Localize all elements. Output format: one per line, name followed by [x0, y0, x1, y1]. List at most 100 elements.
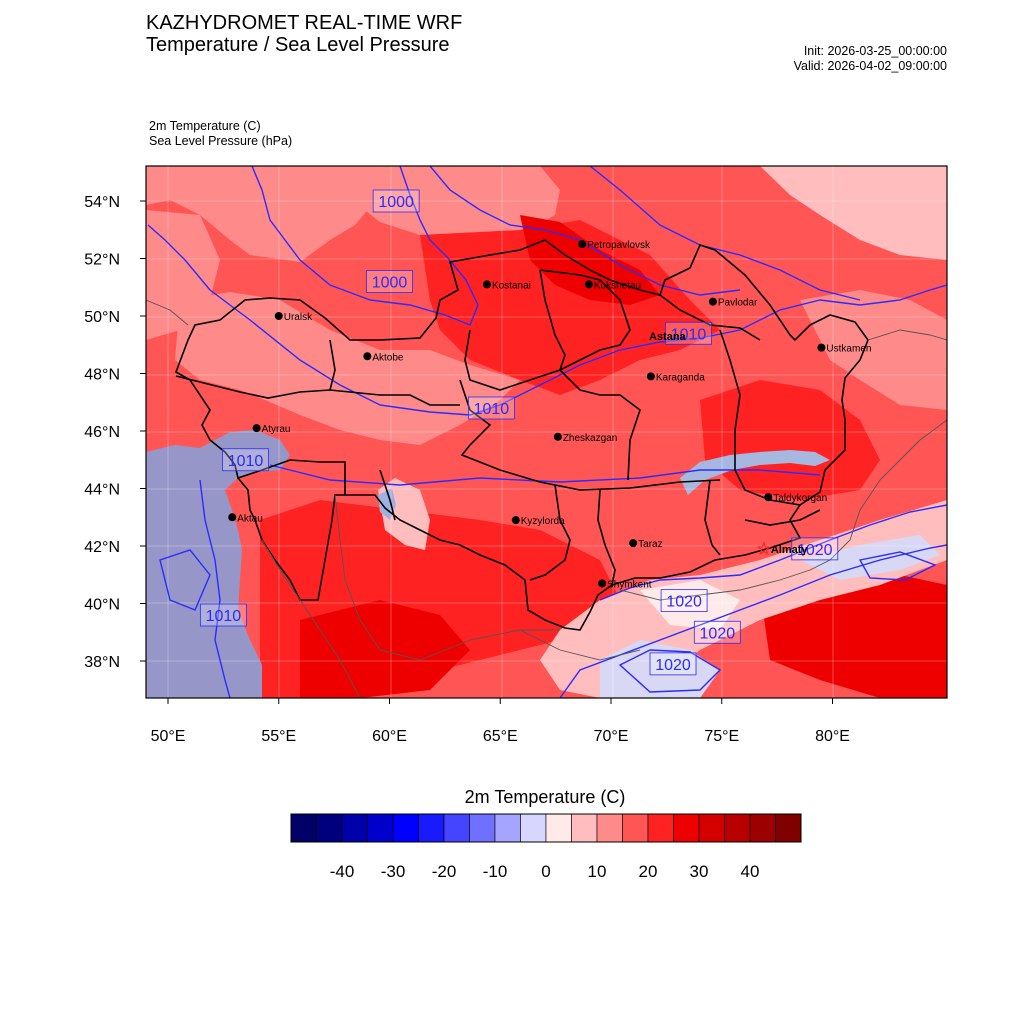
isobar-label: 1000 [372, 275, 408, 292]
temperature-zone-hot-north [520, 215, 660, 305]
city-label: Taraz [638, 539, 662, 550]
colorbar-swatch [469, 813, 496, 843]
colorbar-tick-label: -10 [483, 862, 508, 881]
colorbar-swatch [367, 813, 394, 843]
temperature-colorbar: -40 -30 -20 -10 0 10 20 30 40 [290, 813, 802, 881]
colorbar-swatch [673, 813, 700, 843]
lat-tick-label: 46°N [84, 424, 120, 441]
mountain-cold-zone-central [640, 580, 740, 630]
lat-tick-label: 40°N [84, 597, 120, 614]
colorbar-swatch [341, 813, 368, 843]
colorbar-tick-label: 30 [690, 862, 709, 881]
colorbar-title: 2m Temperature (C) [464, 787, 626, 807]
lon-tick-label: 60°E [372, 728, 407, 745]
isobar-label-box [665, 321, 712, 345]
isobar-label-box [791, 537, 839, 561]
city-dot [511, 516, 520, 525]
border-china [809, 419, 947, 571]
border-russia-a [146, 299, 189, 326]
lon-tick-label: 70°E [594, 728, 629, 745]
colorbar-swatch [749, 813, 776, 843]
latitude-axis: 54°N 52°N 50°N 48°N 46°N 44°N 42°N 40°N 38°N [84, 194, 146, 671]
isobar-label: 1010 [206, 608, 242, 625]
lon-tick-label: 65°E [483, 728, 518, 745]
colorbar-swatch [724, 813, 751, 843]
border-uzbekistan [334, 494, 560, 661]
isobar-1010-upper [429, 166, 741, 296]
lat-tick-label: 54°N [84, 194, 120, 211]
isobar-label-box [366, 270, 413, 293]
isobar-label: 1020 [700, 625, 736, 642]
isobar-label-box [372, 189, 420, 213]
colorbar-swatch [545, 813, 572, 843]
isobar-label: 1010 [474, 401, 510, 418]
city-dot [708, 297, 717, 306]
isobar-1010-east [589, 166, 861, 301]
lat-tick-label: 50°N [84, 309, 120, 326]
isobar-1010-main [147, 224, 947, 416]
colorbar-swatch [418, 813, 445, 843]
lon-tick-label: 55°E [261, 728, 296, 745]
lat-tick-label: 42°N [84, 539, 120, 556]
colorbar-swatch [775, 813, 802, 843]
field-list: 2m Temperature (C) Sea Level Pressure (h… [149, 119, 292, 149]
capital-star-icon [756, 541, 772, 556]
region-border-north [329, 339, 336, 391]
city-label: Shymkent [607, 579, 652, 590]
isobar-1020-mountain-b [599, 504, 947, 601]
colorbar-swatch [596, 813, 623, 843]
city-label: Kokshetau [594, 280, 641, 291]
lat-tick-label: 44°N [84, 482, 120, 499]
city-label: Uralsk [284, 312, 313, 323]
colorbar-tick-label: 20 [639, 862, 658, 881]
city-dot [584, 280, 593, 289]
city-dot [363, 352, 372, 361]
lat-tick-label: 52°N [84, 252, 120, 269]
colorbar-swatch [647, 813, 674, 843]
colorbar-swatch [494, 813, 521, 843]
temperature-field-label: 2m Temperature (C) [149, 119, 261, 133]
pressure-field-label: Sea Level Pressure (hPa) [149, 134, 293, 148]
city-label: Kyzylorda [521, 516, 565, 527]
city-label: Petropavlovsk [587, 240, 651, 251]
city-dot [646, 372, 655, 381]
lon-tick-label: 50°E [151, 728, 186, 745]
graticule [146, 166, 947, 698]
region-border-south-2 [597, 489, 616, 586]
isobar-label-box [199, 603, 247, 627]
city-dot [598, 579, 607, 588]
city-label: Atyrau [262, 424, 291, 435]
city-dot [553, 432, 562, 441]
region-border-karaganda [559, 369, 641, 481]
city-dot [578, 240, 587, 249]
isobar-1020-mountain-a [559, 544, 947, 698]
isobar-label: 1020 [797, 542, 833, 559]
temperature-zone-cool-east [800, 290, 947, 410]
temperature-zone-cool-northwest [330, 166, 560, 238]
colorbar-tick-label: 10 [588, 862, 607, 881]
border-tajikistan [519, 629, 641, 661]
region-border-akmola [539, 269, 631, 371]
region-border-south-1 [529, 484, 571, 581]
border-russia-b [867, 329, 947, 341]
colorbar-tick-label: 40 [741, 862, 760, 881]
capital-label: Astana [649, 331, 687, 343]
isobar-label-box [649, 652, 697, 676]
isobar-sea-loop [159, 549, 211, 611]
city-label: Kostanai [492, 280, 531, 291]
border-kyrgyzstan [619, 569, 811, 601]
isobar-label-box [467, 396, 515, 420]
isobar-label: 1000 [378, 194, 414, 211]
city-label: Aktau [237, 513, 263, 524]
lon-tick-label: 80°E [815, 728, 850, 745]
isobar-1010-caspian [199, 479, 231, 698]
region-border-almaty [704, 479, 721, 556]
border-turkmenistan [261, 539, 361, 698]
region-border-south-east [744, 509, 821, 526]
run-times: Init: 2026-03-25_00:00:00 Valid: 2026-04… [794, 44, 947, 74]
balkhash-lake [680, 450, 830, 495]
city-label: Zheskazgan [563, 433, 617, 444]
temperature-zone-cool-northeast [760, 166, 947, 260]
longitude-axis: 50°E 55°E 60°E 65°E 70°E 75°E 80°E [151, 698, 850, 745]
